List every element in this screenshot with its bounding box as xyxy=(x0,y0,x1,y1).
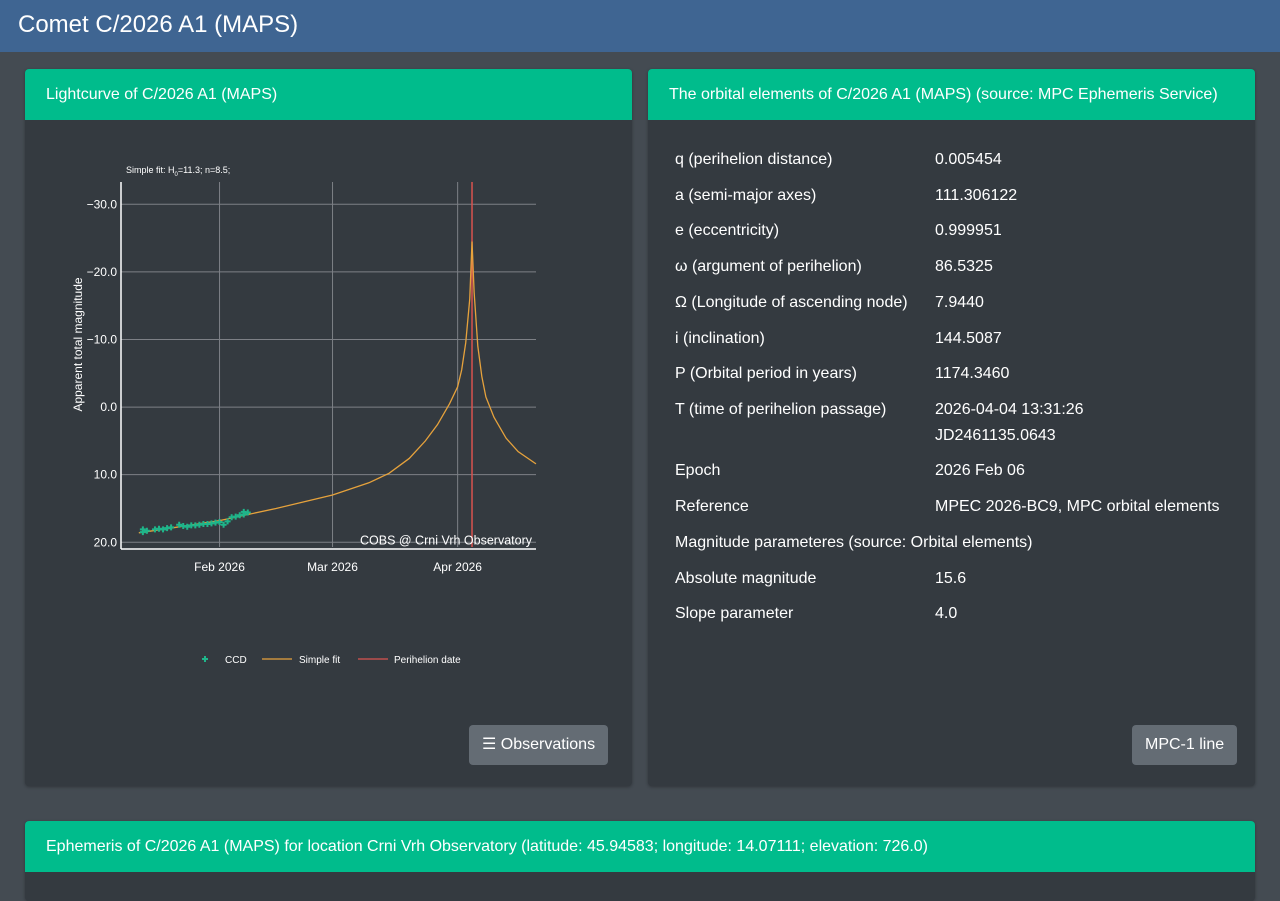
orbital-element-value: MPEC 2026-BC9, MPC orbital elements xyxy=(935,498,1220,516)
ccd-point xyxy=(216,518,223,525)
observations-button-label: Observations xyxy=(500,736,596,753)
chart-title-part: 0 xyxy=(175,172,179,178)
orbital-element-label: a (semi-major axes) xyxy=(675,186,817,204)
orbital-element-row: Epoch 2026 Feb 06 xyxy=(675,462,1025,480)
chart-annotation: COBS @ Crni Vrh Observatory xyxy=(360,533,533,547)
orbital-element-row: Reference MPEC 2026-BC9, MPC orbital elem… xyxy=(675,498,1220,516)
orbital-element-label: e (eccentricity) xyxy=(675,222,780,240)
orbital-element-label: i (inclination) xyxy=(675,329,765,347)
orbital-element-label: q (perihelion distance) xyxy=(675,151,833,168)
lightcurve-card-header: Lightcurve of C/2026 A1 (MAPS) xyxy=(25,69,632,120)
orbital-element-value: 0.005454 xyxy=(935,151,1002,168)
orbital-element-row: Ω (Longitude of ascending node) 7.9440 xyxy=(675,293,984,312)
orbital-element-label: Absolute magnitude xyxy=(675,569,817,587)
orbital-element-row: a (semi-major axes) 111.306122 xyxy=(675,186,1017,205)
list-icon: ☰ xyxy=(482,736,497,753)
orbital-element-row: Magnitude parameteres (source: Orbital e… xyxy=(675,534,1033,552)
orbital-element-value: 15.6 xyxy=(935,569,967,587)
page-header: Comet C/2026 A1 (MAPS) xyxy=(0,0,1280,52)
chart-title-part: =11.3; n=8.5; xyxy=(178,165,230,175)
ccd-point xyxy=(176,521,183,528)
orbital-elements-card-header: The orbital elements of C/2026 A1 (MAPS)… xyxy=(648,69,1255,120)
page-title: Comet C/2026 A1 (MAPS) xyxy=(18,11,299,38)
orbital-element-value-jd: JD2461135.0643 xyxy=(935,426,1056,444)
orbital-element-value: 2026 Feb 06 xyxy=(935,462,1025,480)
ccd-point xyxy=(143,527,150,534)
orbital-element-value: 86.5325 xyxy=(935,258,993,276)
legend-perihelion-label: Perihelion date xyxy=(394,655,461,666)
orbital-element-label: Reference xyxy=(675,498,749,516)
orbital-element-label: Epoch xyxy=(675,462,721,480)
chart-title: Simple fit: H0=11.3; n=8.5; xyxy=(126,165,230,178)
orbital-element-label: P (Orbital period in years) xyxy=(675,365,857,383)
ephemeris-card: Ephemeris of C/2026 A1 (MAPS) for locati… xyxy=(25,821,1255,901)
orbital-element-label: Ω (Longitude of ascending node) xyxy=(675,293,908,311)
lightcurve-chart: −30.0 −20.0 −10.0 0.0 10.0 20.0 Feb 2026 Mar 20… xyxy=(71,165,537,666)
orbital-element-label: Magnitude parameteres (source: Orbital e… xyxy=(675,533,1033,551)
orbital-element-row: q (perihelion distance) 0.005454 xyxy=(675,151,1002,169)
ccd-point xyxy=(160,526,167,533)
legend-ccd-label: CCD xyxy=(225,655,247,666)
orbital-element-value: 1174.3460 xyxy=(935,365,1010,383)
orbital-element-value: 7.9440 xyxy=(935,293,984,311)
ephemeris-card-header: Ephemeris of C/2026 A1 (MAPS) for locati… xyxy=(25,821,1255,872)
fit-line xyxy=(138,241,537,534)
orbital-element-value: 0.999951 xyxy=(935,222,1002,240)
mpc-1-line-button[interactable]: MPC-1 line xyxy=(1132,725,1238,765)
ccd-point xyxy=(244,509,251,516)
orbital-element-label: ω (argument of perihelion) xyxy=(675,258,862,276)
ccd-point xyxy=(168,524,175,531)
y-tick-label: 20.0 xyxy=(94,535,118,549)
orbital-element-row: ω (argument of perihelion) 86.5325 xyxy=(675,258,993,276)
orbital-element-label: T (time of perihelion passage) xyxy=(675,400,887,418)
lightcurve-card: Lightcurve of C/2026 A1 (MAPS) −30.0 −20.… xyxy=(25,69,632,786)
orbital-elements-card: The orbital elements of C/2026 A1 (MAPS)… xyxy=(648,69,1255,786)
orbital-element-row: P (Orbital period in years) 1174.3460 xyxy=(675,365,1009,383)
x-tick-label: Feb 2026 xyxy=(194,560,245,574)
orbital-element-value: 111.306122 xyxy=(935,186,1018,204)
x-tick-label: Mar 2026 xyxy=(307,560,358,574)
ccd-point xyxy=(139,529,146,536)
orbital-element-value: 4.0 xyxy=(935,605,958,623)
y-axis-label: Apparent total magnitude xyxy=(71,277,85,411)
orbital-element-value: 144.5087 xyxy=(935,329,1002,347)
legend-ccd-marker xyxy=(202,656,208,662)
orbital-element-label: Slope parameter xyxy=(675,605,794,623)
orbital-element-row: Absolute magnitude 15.6 xyxy=(675,569,966,588)
ccd-point xyxy=(240,511,247,518)
ccd-point xyxy=(224,518,231,525)
orbital-element-row: Slope parameter 4.0 xyxy=(675,605,957,623)
legend-fit-label: Simple fit xyxy=(299,655,340,666)
y-tick-label: −10.0 xyxy=(87,332,118,346)
ccd-point xyxy=(184,523,191,530)
y-tick-label: 0.0 xyxy=(100,400,117,414)
y-tick-label: −30.0 xyxy=(87,197,118,211)
y-tick-label: −20.0 xyxy=(87,265,118,279)
x-tick-label: Apr 2026 xyxy=(433,560,482,574)
ccd-point xyxy=(232,513,239,520)
orbital-element-row: e (eccentricity) 0.999951 xyxy=(675,222,1002,240)
observations-button[interactable]: ☰ Observations xyxy=(469,725,609,765)
orbital-element-row: i (inclination) 144.5087 xyxy=(675,329,1002,348)
chart-title-part: Simple fit: H xyxy=(126,165,175,175)
orbital-element-value: 2026-04-04 13:31:26 xyxy=(935,400,1084,418)
y-tick-label: 10.0 xyxy=(94,468,118,482)
orbital-element-row: T (time of perihelion passage) 2026-04-04… xyxy=(675,400,1084,444)
ccd-point xyxy=(220,521,227,528)
